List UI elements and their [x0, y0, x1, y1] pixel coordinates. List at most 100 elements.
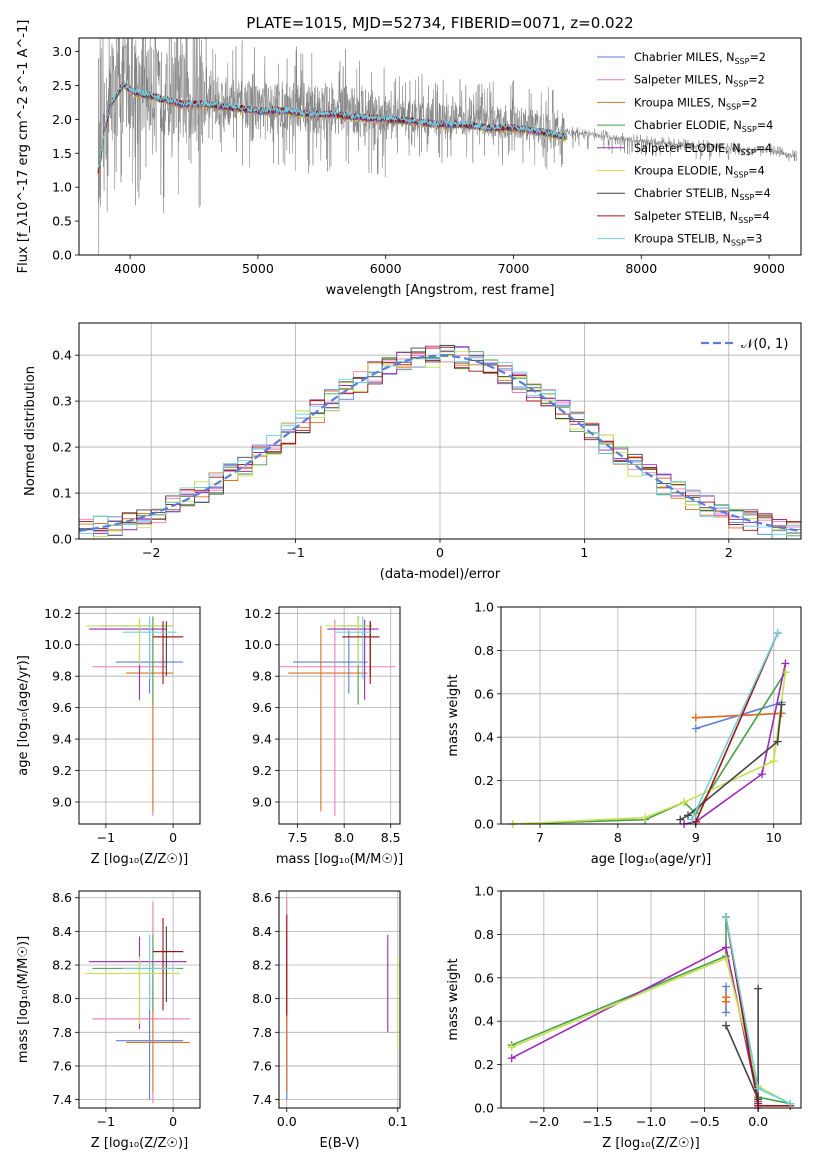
y-tick-label: 0.4	[474, 1014, 494, 1029]
mass-weight-line	[691, 632, 779, 820]
y-tick-label: 2.5	[52, 78, 72, 93]
mass-weight-marker	[507, 1054, 516, 1063]
y-tick-label: 0.2	[474, 773, 494, 788]
y-tick-label: 9.6	[52, 700, 72, 715]
mass-weight-marker	[641, 813, 650, 822]
legend-label: Chabrier STELIB, NSSP=4	[634, 187, 771, 202]
mass-weight-marker	[786, 1099, 795, 1108]
mass-weight-marker	[754, 984, 763, 993]
residuals-panel: −2 −1 0 1 2 0.0 0.1 0.2 0.3 0.4 (data-model)/error…	[23, 322, 802, 582]
mass-weight-line	[725, 988, 759, 1104]
x-tick-label: 7.5	[288, 830, 308, 845]
y-tick-label: 1.0	[474, 600, 494, 615]
y-tick-label: 0.8	[474, 643, 494, 658]
y-tick-label: 8.6	[252, 890, 272, 905]
x-tick-label: −2.0	[529, 1114, 559, 1129]
mass-weight-line	[512, 671, 787, 824]
x-axis-label: Z [log₁₀(Z/Z☉)]	[602, 1136, 699, 1151]
axes-frame	[78, 890, 201, 1109]
y-tick-label: 2.0	[52, 112, 72, 127]
y-tick-label: 8.4	[52, 924, 72, 939]
y-tick-label: 8.4	[252, 924, 272, 939]
x-axis-label: (data-model)/error	[380, 567, 501, 582]
y-tick-label: 8.2	[52, 958, 72, 973]
x-tick-label: −1.5	[582, 1114, 612, 1129]
mass-weight-line	[683, 663, 787, 824]
x-tick-label: 8	[614, 830, 622, 845]
y-tick-label: 7.8	[252, 1025, 272, 1040]
mass-vs-z-panel: −1 0 7.4 7.6 7.8 8.0 8.2 8.4 8.6 Z [log₁₀(Z/Z☉)] m…	[16, 890, 201, 1151]
x-tick-label: 10	[766, 830, 782, 845]
y-tick-label: 8.0	[252, 991, 272, 1006]
model-spectrum	[97, 79, 568, 169]
legend-label: Salpeter ELODIE, NSSP=4	[634, 142, 772, 157]
mass-weight-marker	[691, 724, 700, 733]
y-tick-label: 9.0	[52, 794, 72, 809]
x-tick-label: 5000	[242, 261, 274, 276]
y-tick-label: 1.5	[52, 146, 72, 161]
age-vs-z-panel: −1 0 9.0 9.2 9.4 9.6 9.8 10.0 10.2 Z [log₁₀(Z/Z☉)…	[16, 606, 201, 867]
x-tick-label: 0.1	[388, 1114, 408, 1129]
legend-label: Kroupa ELODIE, NSSP=4	[634, 165, 765, 180]
mass-weight-vs-z-panel: −2.0 −1.5 −1.0 −0.5 0.0 0.0 0.2 0.4 0.6 0.8 1.0 Z […	[446, 884, 802, 1151]
x-tick-label: −1	[286, 545, 304, 560]
mass-weight-marker	[687, 815, 696, 824]
axes-frame	[78, 37, 802, 256]
mass-weight-marker	[781, 659, 790, 668]
x-tick-label: −1	[97, 1114, 115, 1129]
axes-frame	[500, 606, 802, 825]
y-tick-label: 7.6	[52, 1058, 72, 1073]
y-tick-label: 8.2	[252, 958, 272, 973]
x-tick-label: −2	[142, 545, 160, 560]
mass-weight-marker	[691, 713, 700, 722]
y-tick-label: 9.2	[52, 763, 72, 778]
y-axis-label: age [log₁₀(age/yr)]	[16, 655, 31, 776]
y-tick-label: 7.6	[252, 1058, 272, 1073]
figure-title: PLATE=1015, MJD=52734, FIBERID=0071, z=0…	[246, 14, 633, 32]
legend-label: Kroupa MILES, NSSP=2	[634, 96, 757, 111]
axes-frame	[78, 606, 201, 825]
x-axis-label: mass [log₁₀(M/M☉)]	[276, 852, 403, 867]
y-tick-label: 0.5	[52, 214, 72, 229]
y-tick-label: 0.0	[52, 248, 72, 263]
x-tick-label: −1.0	[636, 1114, 666, 1129]
y-tick-label: 0.6	[474, 970, 494, 985]
y-tick-label: 0.2	[52, 440, 72, 455]
x-tick-label: 0.0	[748, 1114, 768, 1129]
x-tick-label: 6000	[370, 261, 402, 276]
age-vs-mass-panel: 7.5 8.0 8.5 9.0 9.2 9.4 9.6 9.8 10.0 10.2 mass [lo…	[244, 606, 403, 867]
y-tick-label: 9.8	[252, 669, 272, 684]
y-tick-label: 7.4	[52, 1092, 72, 1107]
y-axis-label: Normed distribution	[23, 366, 38, 496]
mass-weight-marker	[758, 770, 767, 779]
x-tick-label: 0.0	[277, 1114, 297, 1129]
residual-histogram	[79, 349, 801, 536]
x-tick-label: 0	[169, 1114, 177, 1129]
mass-weight-line	[679, 704, 783, 821]
legend-label: Salpeter MILES, NSSP=2	[634, 74, 765, 89]
mass-weight-marker	[676, 815, 685, 824]
mass-weight-marker	[507, 1043, 516, 1052]
spectrum-panel: 4000 5000 6000 7000 8000 9000 0.0 0.5 1.0 1.5 2.0 2…	[16, 20, 802, 298]
mass-weight-marker	[722, 1008, 730, 1017]
y-tick-label: 9.6	[252, 700, 272, 715]
y-tick-label: 10.0	[44, 637, 72, 652]
mass-weight-line	[511, 946, 759, 1108]
y-tick-label: 9.2	[252, 763, 272, 778]
mass-weight-marker	[769, 757, 778, 766]
y-tick-label: 0.8	[474, 927, 494, 942]
mass-weight-line	[511, 957, 791, 1105]
mass-weight-marker	[773, 737, 782, 746]
x-tick-label: −1	[97, 830, 115, 845]
y-axis-label: Flux [f_λ10^-17 erg cm^-2 s^-1 A^-1]	[16, 20, 31, 274]
axes-frame	[278, 606, 401, 825]
y-tick-label: 10.2	[244, 606, 272, 621]
y-tick-label: 9.8	[52, 669, 72, 684]
x-tick-label: 0	[169, 830, 177, 845]
x-tick-label: −0.5	[689, 1114, 719, 1129]
legend-label: Kroupa STELIB, NSSP=3	[634, 233, 762, 248]
x-tick-label: 7000	[498, 261, 530, 276]
x-axis-label: Z [log₁₀(Z/Z☉)]	[91, 1136, 188, 1151]
panels: 4000 5000 6000 7000 8000 90000.00.51.01.52.02…	[16, 20, 802, 1151]
legend-label: Chabrier MILES, NSSP=2	[634, 51, 766, 66]
